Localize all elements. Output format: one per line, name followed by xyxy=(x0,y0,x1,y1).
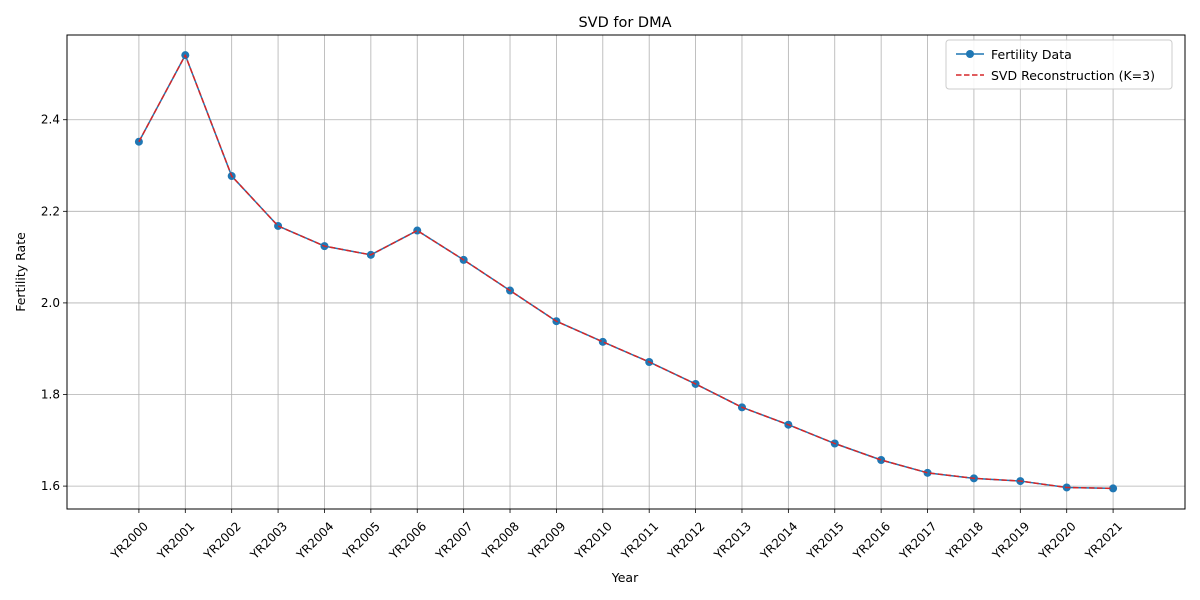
y-tick-label: 2.2 xyxy=(41,204,60,218)
series-layer xyxy=(134,51,1118,493)
data-point xyxy=(413,226,422,235)
legend-label-fertility-data: Fertility Data xyxy=(991,47,1072,62)
y-tick-label: 1.6 xyxy=(41,479,60,493)
legend: Fertility Data SVD Reconstruction (K=3) xyxy=(945,39,1173,90)
series-line-svd-reconstruction xyxy=(138,54,1114,490)
legend-label-svd-reconstruction: SVD Reconstruction (K=3) xyxy=(991,68,1155,83)
data-point xyxy=(598,337,607,346)
legend-box xyxy=(945,39,1173,90)
y-tick-label: 2.0 xyxy=(41,296,60,310)
legend-marker-fertility-data xyxy=(966,50,974,58)
y-tick-label: 1.8 xyxy=(41,388,60,402)
plot-frame xyxy=(66,34,1186,510)
chart-title: SVD for DMA xyxy=(578,15,671,31)
x-axis-label: Year xyxy=(611,570,639,585)
y-axis-label: Fertility Rate xyxy=(13,232,28,312)
data-point xyxy=(877,455,886,464)
grid xyxy=(67,35,1185,509)
y-tick-label: 2.4 xyxy=(41,113,60,127)
y-axis-ticks: 1.6 1.8 2.0 2.2 2.4 xyxy=(41,113,67,493)
data-point xyxy=(923,468,932,477)
